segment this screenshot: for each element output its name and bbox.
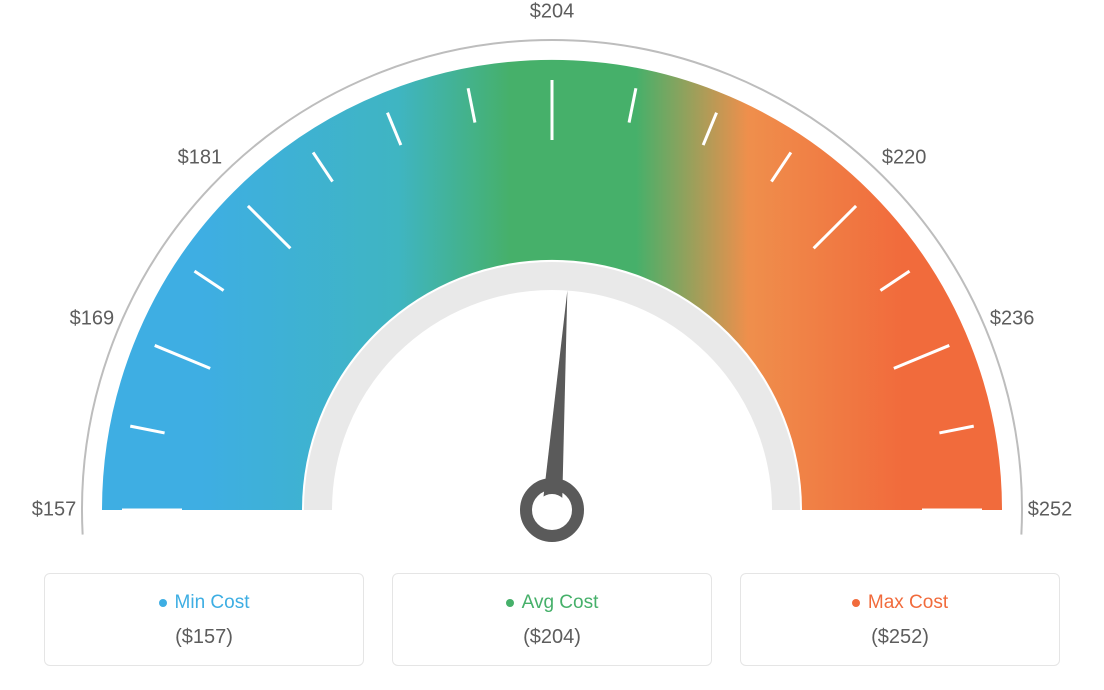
gauge-tick-label: $236 bbox=[990, 308, 1035, 331]
legend-card-max: Max Cost ($252) bbox=[740, 573, 1060, 666]
gauge-tick-label: $169 bbox=[70, 308, 115, 331]
gauge-tick-label: $157 bbox=[32, 499, 77, 522]
legend-title-text: Min Cost bbox=[175, 592, 250, 614]
gauge-chart: $157 $169 $181 $204 $220 $236 $252 bbox=[0, 0, 1104, 560]
legend-title-max: Max Cost bbox=[852, 592, 948, 614]
gauge-tick-label: $181 bbox=[178, 146, 223, 169]
dot-icon bbox=[159, 599, 167, 607]
legend-title-min: Min Cost bbox=[159, 592, 250, 614]
legend-value-min: ($157) bbox=[55, 626, 353, 649]
legend-title-text: Avg Cost bbox=[522, 592, 599, 614]
dot-icon bbox=[852, 599, 860, 607]
legend-title-text: Max Cost bbox=[868, 592, 948, 614]
legend-value-max: ($252) bbox=[751, 626, 1049, 649]
legend-row: Min Cost ($157) Avg Cost ($204) Max Cost… bbox=[0, 573, 1104, 666]
gauge-tick-label: $252 bbox=[1028, 499, 1073, 522]
gauge-tick-label: $204 bbox=[530, 1, 575, 24]
legend-card-min: Min Cost ($157) bbox=[44, 573, 364, 666]
legend-title-avg: Avg Cost bbox=[506, 592, 599, 614]
gauge-tick-label: $220 bbox=[882, 146, 927, 169]
dot-icon bbox=[506, 599, 514, 607]
legend-card-avg: Avg Cost ($204) bbox=[392, 573, 712, 666]
gauge-svg bbox=[0, 0, 1104, 560]
legend-value-avg: ($204) bbox=[403, 626, 701, 649]
